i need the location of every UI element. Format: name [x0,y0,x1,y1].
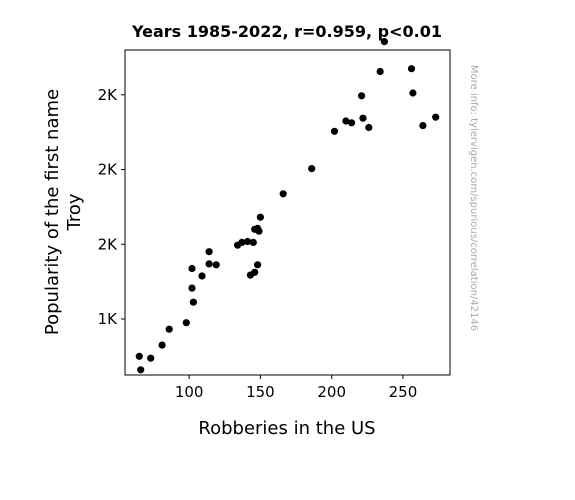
data-point-26 [330,127,339,135]
source-note-text: More info: tylervigen.com/spurious/corre… [468,65,479,331]
data-point-33 [380,38,388,46]
data-point-7 [188,284,196,292]
y-tick-label-2: 2K [98,161,119,179]
data-point-10 [205,248,213,256]
data-point-20 [254,261,262,269]
data-point-15 [244,237,252,246]
data-point-31 [365,123,373,132]
data-point-1 [137,366,145,374]
data-point-12 [212,261,220,269]
data-point-37 [432,113,440,121]
data-point-29 [358,92,366,100]
data-point-36 [419,122,427,130]
data-point-30 [359,114,367,122]
data-point-9 [198,272,206,280]
y-axis-label-line-1: Popularity of the first name [42,89,63,335]
data-point-11 [205,260,213,268]
data-point-5 [182,319,190,327]
y-tick-label-3: 2K [98,86,119,104]
data-point-28 [348,119,356,127]
plot-area: 100 150 200 250 1K 2K 2K 2K [98,38,451,401]
data-point-27 [342,117,350,125]
source-note: More info: tylervigen.com/spurious/corre… [468,65,479,331]
y-tick-label-0: 1K [98,310,119,328]
data-points [135,38,440,374]
x-tick-label-1: 150 [246,383,275,401]
y-tick-label-1: 2K [98,235,119,253]
data-point-3 [158,341,166,349]
x-tick-label-2: 200 [317,383,346,401]
y-axis-label: Popularity of the first name [42,89,63,335]
data-point-23 [256,213,264,221]
y-axis-ticks: 1K 2K 2K 2K [98,86,125,328]
data-point-34 [407,65,416,73]
data-point-19 [251,268,259,276]
data-point-35 [409,89,417,97]
chart-title: Years 1985-2022, r=0.959, p<0.01 [131,22,442,41]
data-point-14 [238,238,246,246]
data-point-4 [165,325,173,333]
data-point-8 [189,298,197,306]
x-axis-ticks: 100 150 200 250 [175,375,417,401]
data-point-22 [255,227,263,235]
x-tick-label-3: 250 [389,383,418,401]
data-point-24 [279,190,287,198]
data-point-6 [188,264,196,273]
data-point-0 [135,352,143,360]
x-tick-label-0: 100 [175,383,204,401]
data-point-2 [147,354,155,362]
x-axis-label: Robberies in the US [198,418,375,439]
plot-frame [124,49,451,376]
data-point-25 [308,165,316,173]
y-axis-label-line-2: Troy [64,193,85,231]
data-point-32 [376,67,384,76]
data-point-17 [249,238,257,246]
y-axis-label-2: Troy [64,193,85,231]
